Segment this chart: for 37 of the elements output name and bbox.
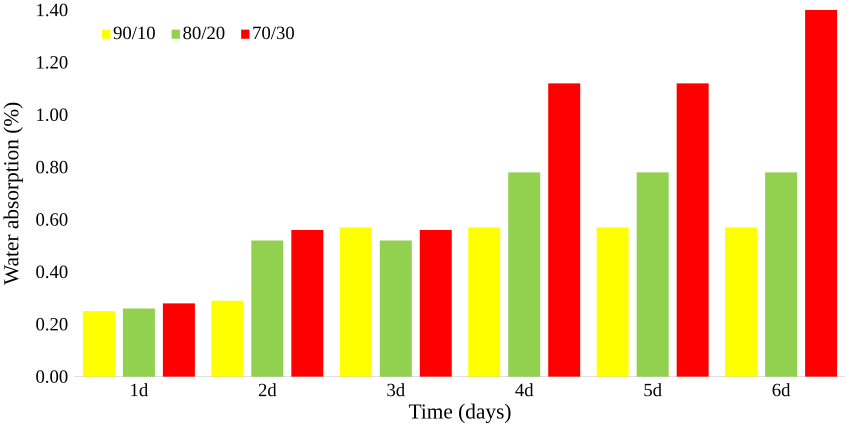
bar (291, 230, 324, 377)
bar (676, 83, 709, 377)
bar (162, 303, 195, 377)
bar (420, 230, 452, 377)
bar (340, 227, 372, 377)
y-tick-label: 1.00 (37, 108, 68, 122)
x-tick-label: 2d (258, 383, 276, 396)
bar (122, 308, 155, 377)
legend-label: 70/30 (253, 26, 294, 40)
bar (805, 10, 838, 377)
bar (468, 227, 500, 377)
y-axis-title: Water absorption (%) (3, 102, 23, 285)
y-tick-label: 0.60 (36, 213, 68, 226)
x-tick-label: 3d (387, 383, 405, 396)
y-tick-label: 0.80 (36, 160, 68, 174)
bar (548, 83, 580, 377)
legend-label: 80/20 (183, 26, 224, 40)
y-tick-label: 0.40 (36, 266, 68, 278)
bar (765, 172, 798, 377)
legend-label: 90/10 (114, 26, 155, 40)
y-tick-label: 0.20 (36, 318, 68, 331)
bar (251, 240, 284, 377)
x-tick-label: 1d (131, 383, 148, 396)
bar (636, 172, 669, 377)
y-tick-label: 1.40 (37, 4, 68, 16)
x-axis-title: Time (days) (408, 404, 511, 424)
x-tick-label: 4d (515, 383, 534, 396)
bar (596, 227, 629, 377)
x-tick-label: 6d (772, 383, 790, 396)
bar (211, 300, 244, 377)
bar (380, 240, 412, 377)
y-tick-label: 1.20 (37, 56, 68, 69)
bar (725, 227, 758, 377)
x-tick-label: 5d (644, 383, 662, 396)
bar (508, 172, 540, 377)
bar (82, 311, 115, 377)
y-tick-label: 0.00 (36, 370, 68, 383)
